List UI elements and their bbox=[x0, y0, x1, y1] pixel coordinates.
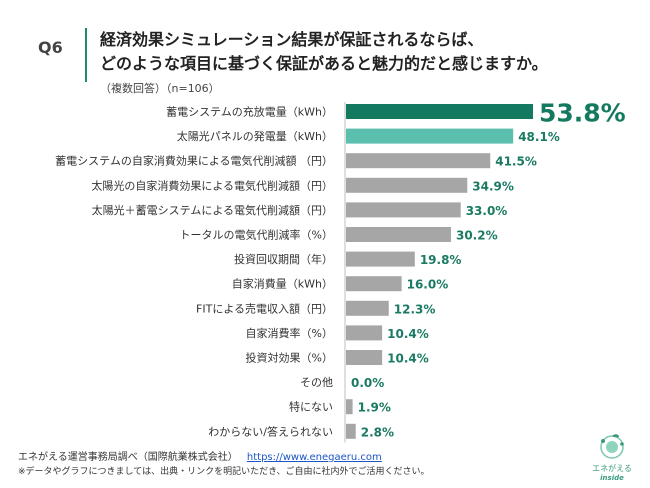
bar-chart: 蓄電システムの充放電量（kWh） 53.8% 太陽光パネルの発電量（kWh） 48.1… bbox=[55, 99, 626, 443]
bar bbox=[346, 350, 383, 365]
bar bbox=[346, 128, 514, 144]
data-label: 1.9% bbox=[358, 401, 391, 415]
category-label: トータルの電気代削減率（%） bbox=[180, 228, 333, 242]
data-label: 30.2% bbox=[456, 229, 498, 243]
data-label: 10.4% bbox=[387, 327, 429, 341]
logo: エネがえる inside bbox=[586, 432, 638, 482]
category-label: 蓄電システムの自家消費効果による電気代削減額 （円） bbox=[55, 154, 333, 168]
bar bbox=[346, 423, 356, 439]
footer-source: エネがえる運営事務局調べ（国際航業株式会社） https://www.enega… bbox=[18, 448, 382, 463]
data-label: 33.0% bbox=[466, 204, 508, 218]
title-divider bbox=[85, 28, 87, 82]
bar bbox=[346, 227, 451, 242]
category-label: FITによる売電収入額（円） bbox=[196, 302, 333, 315]
data-label: 0.0% bbox=[351, 376, 384, 390]
logo-leaf-icon bbox=[600, 434, 624, 459]
bar bbox=[346, 153, 491, 169]
category-label: 太陽光＋蓄電システムによる電気代削減額（円） bbox=[92, 203, 333, 217]
bar bbox=[346, 177, 468, 193]
data-label: 48.1% bbox=[518, 130, 560, 144]
category-label: 投資対効果（%） bbox=[246, 351, 333, 365]
category-label: わからない/答えられない bbox=[208, 424, 333, 438]
data-label: 53.8% bbox=[539, 99, 626, 128]
category-label: 自家消費率（%） bbox=[246, 326, 333, 340]
data-label: 16.0% bbox=[407, 278, 449, 292]
data-label: 34.9% bbox=[472, 179, 514, 193]
category-label: その他 bbox=[300, 376, 333, 389]
category-label: 蓄電システムの充放電量（kWh） bbox=[166, 105, 333, 119]
data-label: 19.8% bbox=[420, 253, 462, 267]
title-line-2: どのような項目に基づく保証があると魅力的だと感じますか。 bbox=[100, 54, 548, 73]
title-line-1: 経済効果シミュレーション結果が保証されるならば、 bbox=[100, 30, 484, 49]
category-label: 太陽光パネルの発電量（kWh） bbox=[177, 129, 333, 143]
category-label: 太陽光の自家消費効果による電気代削減額（円） bbox=[91, 178, 333, 192]
bar bbox=[346, 276, 402, 292]
source-text: エネがえる運営事務局調べ（国際航業株式会社） bbox=[18, 452, 238, 463]
bar bbox=[346, 104, 533, 119]
bar bbox=[346, 325, 383, 341]
subtitle: （複数回答）（n=106） bbox=[100, 82, 220, 95]
data-label: 2.8% bbox=[361, 425, 394, 439]
source-link[interactable]: https://www.enegaeru.com bbox=[246, 452, 382, 463]
data-label: 41.5% bbox=[495, 155, 537, 169]
question-number: Q6 bbox=[38, 38, 63, 57]
category-label: 特にない bbox=[289, 400, 333, 414]
data-label: 12.3% bbox=[394, 302, 436, 316]
bar bbox=[346, 399, 353, 415]
bar bbox=[346, 300, 389, 316]
page-title: 経済効果シミュレーション結果が保証されるならば、 どのような項目に基づく保証があ… bbox=[100, 28, 548, 76]
bar bbox=[346, 251, 415, 267]
category-label: 自家消費量（kWh） bbox=[232, 277, 333, 291]
data-label: 10.4% bbox=[387, 352, 429, 366]
bar bbox=[346, 202, 461, 218]
category-label: 投資回収期間（年） bbox=[234, 252, 333, 266]
logo-text: エネがえる bbox=[592, 464, 632, 473]
footer-note: ※データやグラフにつきましては、出典・リンクを明記いただき、ご自由に社内外でご活… bbox=[18, 467, 430, 477]
logo-sub: inside bbox=[600, 474, 624, 482]
